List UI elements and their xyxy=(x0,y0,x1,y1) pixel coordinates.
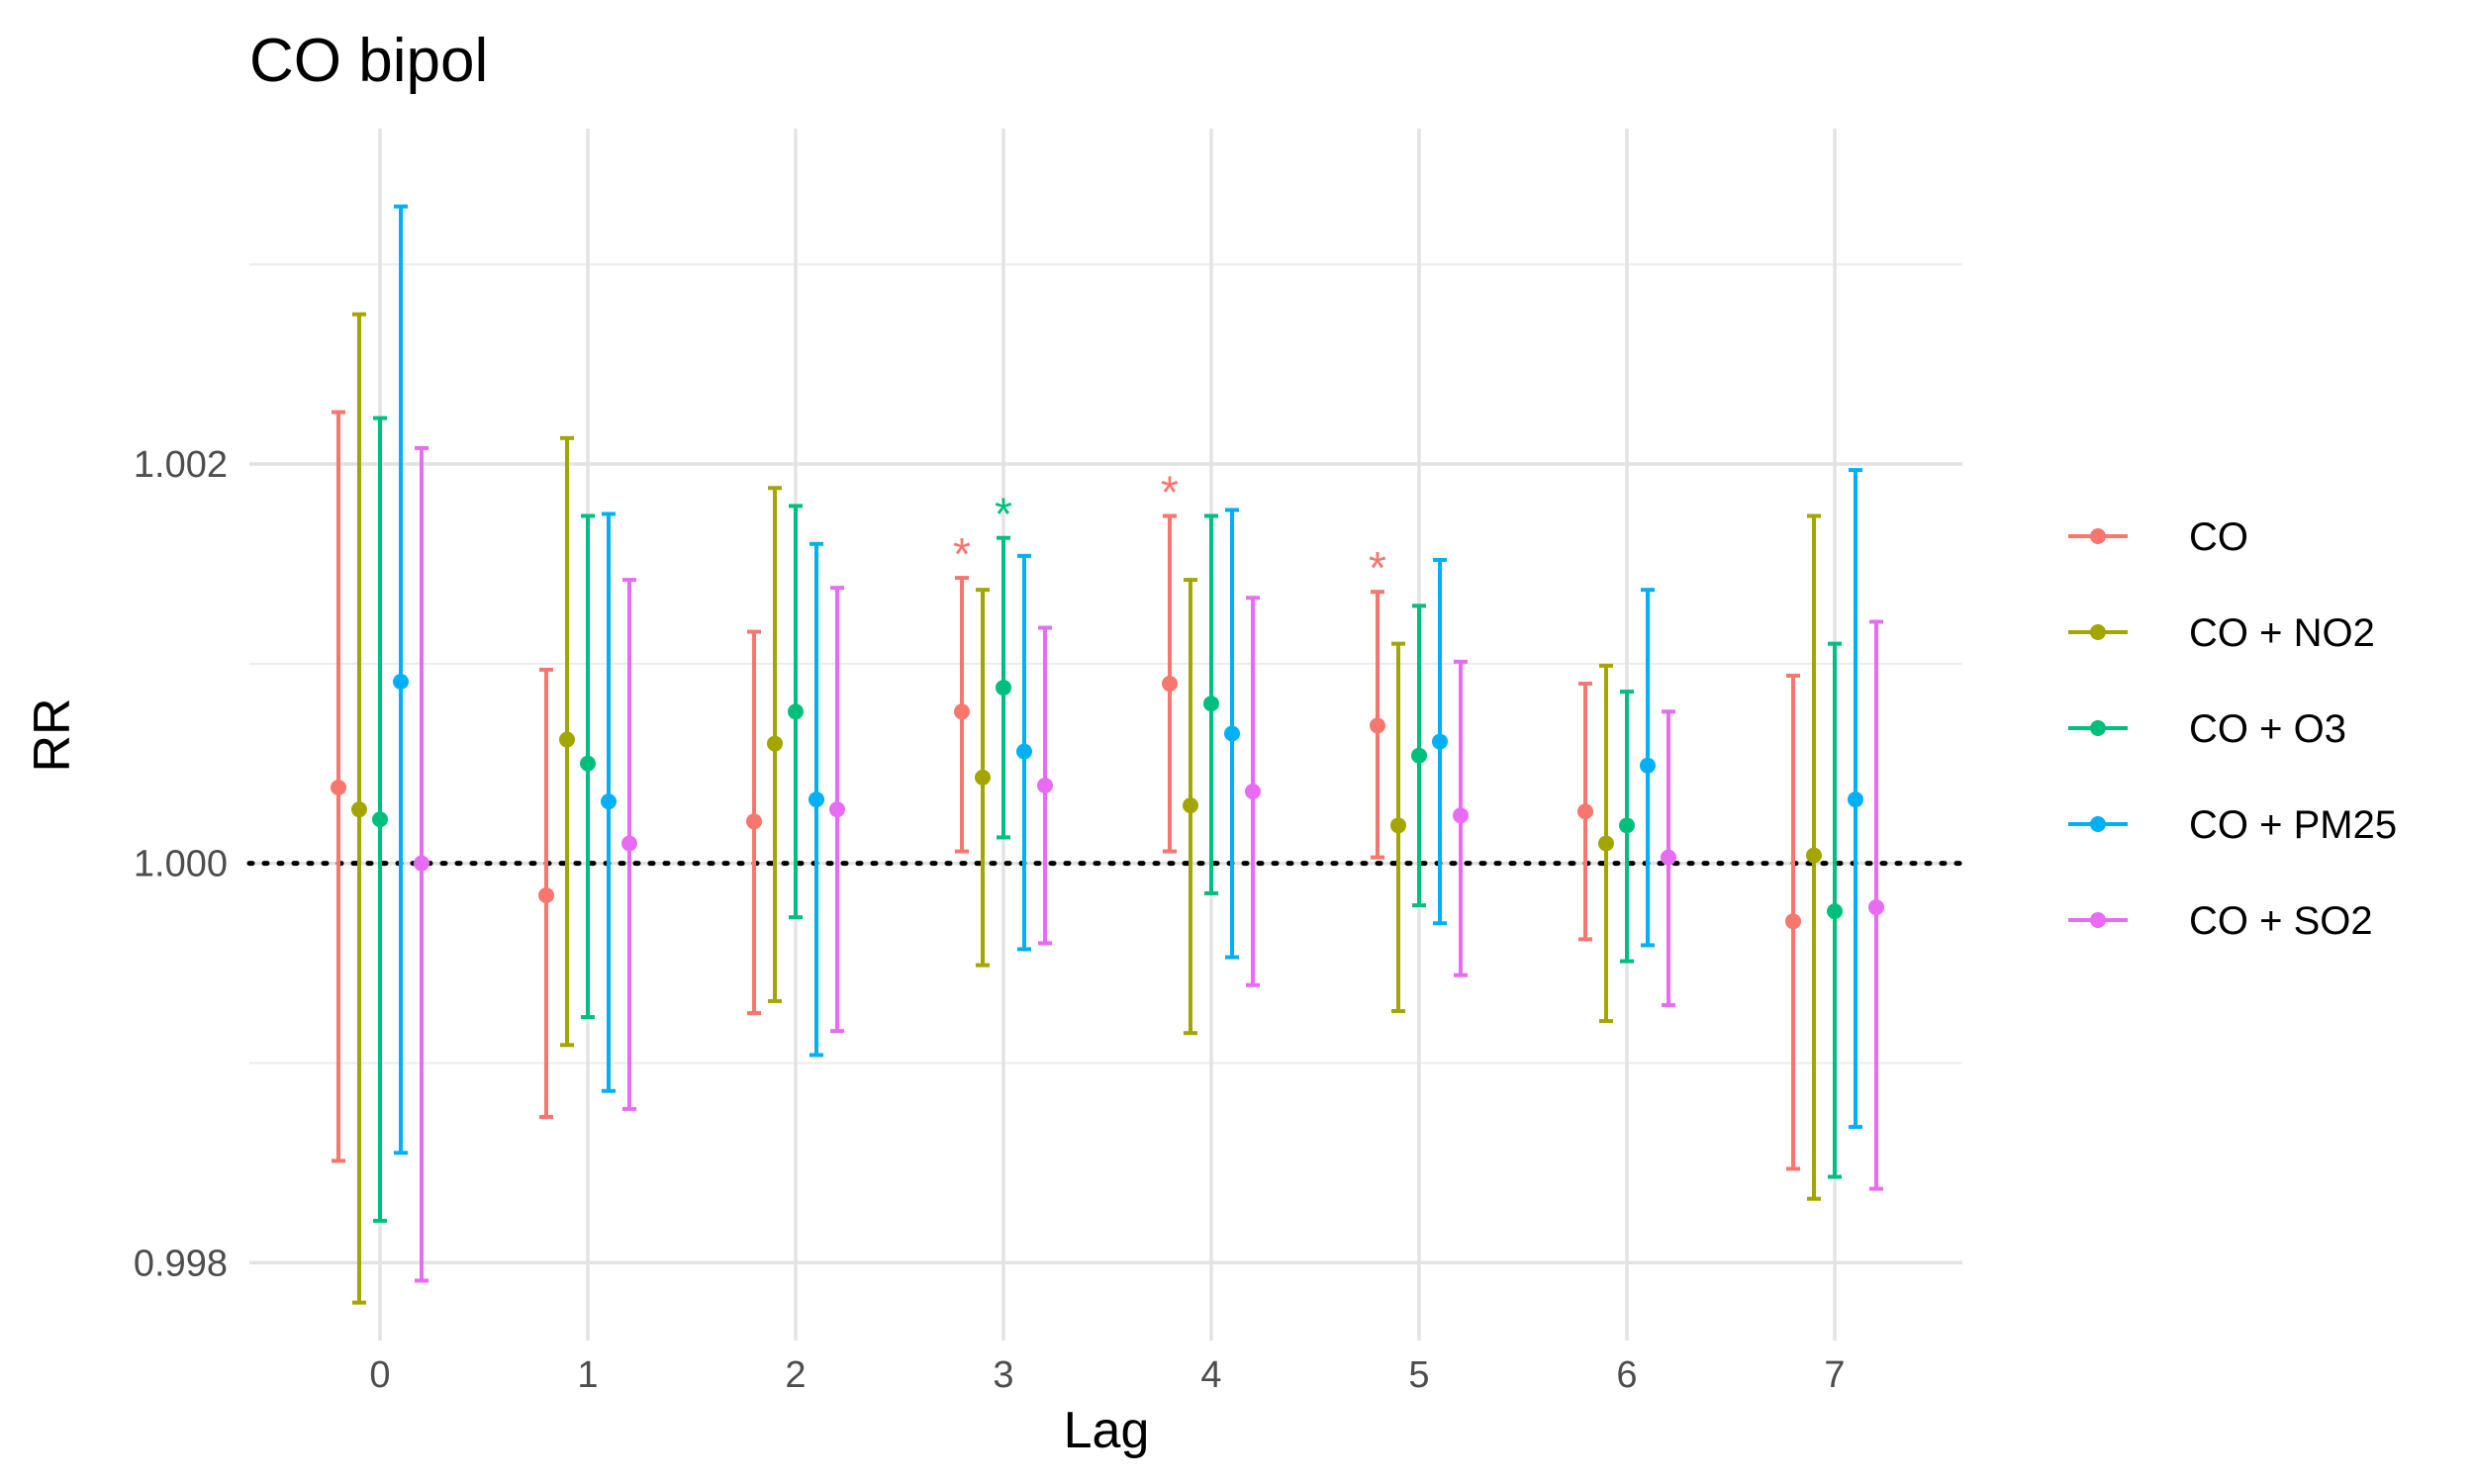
data-point xyxy=(1868,899,1884,916)
significance-marker: * xyxy=(995,489,1012,540)
legend-label: CO + SO2 xyxy=(2189,899,2373,943)
x-tick-label: 6 xyxy=(1616,1354,1637,1396)
data-point xyxy=(351,801,367,818)
data-point xyxy=(1390,817,1406,834)
series-2 xyxy=(351,312,1822,1305)
data-point xyxy=(1016,743,1032,760)
x-axis-title: Lag xyxy=(1064,1402,1150,1459)
data-point xyxy=(538,886,554,903)
grid xyxy=(249,129,1962,1341)
x-tick-label: 1 xyxy=(577,1354,598,1396)
legend-label: CO xyxy=(2189,515,2248,559)
significance-marker: * xyxy=(1161,467,1179,518)
x-tick-label: 7 xyxy=(1824,1354,1845,1396)
x-tick-label: 4 xyxy=(1200,1354,1221,1396)
legend-item: CO + O3 xyxy=(2068,707,2346,751)
chart-title: CO bipol xyxy=(249,27,488,95)
data-point xyxy=(1619,817,1635,834)
plot-area: * * * * xyxy=(331,204,1884,1305)
data-point xyxy=(996,680,1011,696)
legend-key-point xyxy=(2090,528,2106,544)
x-tick-label: 2 xyxy=(785,1354,806,1396)
data-point xyxy=(1411,747,1427,764)
data-point xyxy=(601,793,617,810)
data-point xyxy=(372,811,388,828)
data-point xyxy=(1661,849,1676,866)
data-point xyxy=(1224,725,1240,742)
data-point xyxy=(1183,797,1198,814)
data-point xyxy=(1453,807,1469,824)
y-tick-label: 0.998 xyxy=(134,1243,228,1284)
significance-marker: * xyxy=(1369,542,1386,594)
legend: CO CO + NO2 CO + O3 CO + PM25 CO + SO2 xyxy=(2068,515,2397,943)
x-tick-label: 3 xyxy=(993,1354,1013,1396)
legend-key-point xyxy=(2090,624,2106,640)
data-point xyxy=(1640,757,1656,774)
data-point xyxy=(621,835,637,852)
legend-label: CO + O3 xyxy=(2189,707,2346,751)
data-point xyxy=(829,801,845,818)
x-tick-label: 0 xyxy=(369,1354,390,1396)
data-point xyxy=(331,779,346,795)
data-point xyxy=(580,755,596,772)
data-point xyxy=(746,813,762,830)
legend-key-point xyxy=(2090,912,2106,928)
data-point xyxy=(559,731,575,748)
series-4 xyxy=(393,204,1863,1156)
data-point xyxy=(975,769,991,786)
data-point xyxy=(414,855,429,872)
legend-item: CO + PM25 xyxy=(2068,803,2397,847)
data-point xyxy=(788,703,804,720)
data-point xyxy=(1806,847,1822,864)
x-axis: 0 1 2 3 4 5 6 7 xyxy=(369,1354,1845,1396)
y-axis: 0.998 1.000 1.002 xyxy=(134,444,228,1284)
data-point xyxy=(1162,676,1178,693)
data-point xyxy=(1203,696,1219,712)
legend-item: CO + NO2 xyxy=(2068,611,2375,655)
legend-key-point xyxy=(2090,720,2106,736)
y-axis-title: RR xyxy=(24,697,81,772)
data-point xyxy=(1577,803,1593,820)
legend-key-point xyxy=(2090,816,2106,832)
significance-marker: * xyxy=(953,528,971,580)
legend-label: CO + NO2 xyxy=(2189,611,2375,655)
series-5 xyxy=(414,445,1884,1283)
data-point xyxy=(1245,784,1261,800)
data-point xyxy=(809,791,824,808)
legend-label: CO + PM25 xyxy=(2189,803,2397,847)
legend-item: CO xyxy=(2068,515,2248,559)
data-point xyxy=(1037,777,1053,793)
series-1: * * * xyxy=(331,410,1801,1171)
data-point xyxy=(1827,903,1843,920)
y-tick-label: 1.002 xyxy=(134,444,228,486)
legend-item: CO + SO2 xyxy=(2068,899,2373,943)
data-point xyxy=(767,735,783,752)
y-tick-label: 1.000 xyxy=(134,844,228,885)
x-tick-label: 5 xyxy=(1408,1354,1429,1396)
data-point xyxy=(1848,791,1863,808)
data-point xyxy=(393,674,409,691)
data-point xyxy=(1598,835,1614,852)
data-point xyxy=(1432,733,1448,750)
data-point xyxy=(1785,913,1801,930)
data-point xyxy=(954,703,970,720)
data-point xyxy=(1370,717,1385,734)
series-3: * xyxy=(372,416,1843,1223)
